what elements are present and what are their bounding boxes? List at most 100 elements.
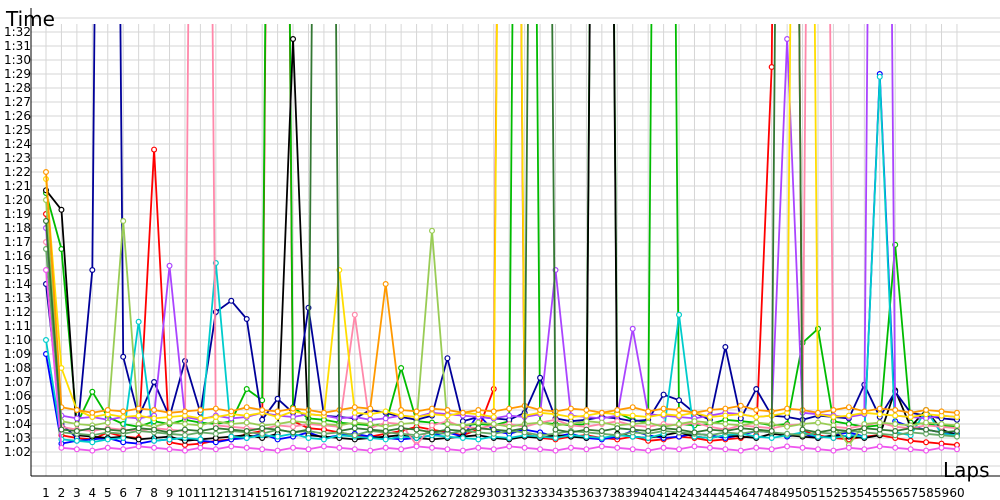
x-tick-label: 47 bbox=[749, 486, 764, 500]
data-point bbox=[398, 425, 405, 432]
data-point bbox=[212, 446, 219, 453]
data-point bbox=[706, 444, 713, 451]
x-tick-label: 40 bbox=[641, 486, 656, 500]
x-tick-label: 28 bbox=[455, 486, 470, 500]
data-point bbox=[135, 405, 142, 412]
data-point bbox=[953, 433, 960, 440]
data-point bbox=[351, 419, 358, 426]
data-point bbox=[274, 421, 281, 428]
data-point bbox=[181, 421, 188, 428]
y-tick-label: 1:09 bbox=[4, 347, 31, 361]
data-point bbox=[166, 409, 173, 416]
y-tick-label: 1:11 bbox=[4, 319, 31, 333]
data-point bbox=[722, 405, 729, 412]
data-point bbox=[598, 419, 605, 426]
data-point bbox=[676, 397, 683, 404]
series-9 bbox=[42, 197, 960, 449]
data-point bbox=[923, 439, 930, 446]
data-point bbox=[429, 227, 436, 234]
data-point bbox=[151, 444, 158, 451]
x-tick-label: 44 bbox=[702, 486, 717, 500]
x-tick-label: 26 bbox=[424, 486, 439, 500]
x-tick-label: 25 bbox=[409, 486, 424, 500]
data-point bbox=[305, 446, 312, 453]
data-point bbox=[691, 429, 698, 436]
x-tick-label: 46 bbox=[733, 486, 748, 500]
data-point bbox=[784, 443, 791, 450]
data-point bbox=[212, 414, 219, 421]
data-point bbox=[861, 425, 868, 432]
data-point bbox=[104, 436, 111, 443]
data-point bbox=[413, 414, 420, 421]
x-tick-label: 13 bbox=[224, 486, 239, 500]
x-tick-label: 3 bbox=[73, 486, 81, 500]
data-point bbox=[614, 432, 621, 439]
data-point bbox=[73, 407, 80, 414]
data-point bbox=[521, 444, 528, 451]
data-point bbox=[660, 411, 667, 418]
data-point bbox=[598, 428, 605, 435]
data-point bbox=[490, 446, 497, 453]
series-line bbox=[45, 24, 958, 446]
data-point bbox=[490, 426, 497, 433]
x-tick-label: 24 bbox=[393, 486, 408, 500]
x-tick-label: 30 bbox=[486, 486, 501, 500]
data-point bbox=[351, 446, 358, 453]
y-tick-label: 1:22 bbox=[4, 165, 31, 179]
y-tick-label: 1:30 bbox=[4, 53, 31, 67]
data-point bbox=[475, 444, 482, 451]
data-point bbox=[290, 418, 297, 425]
data-point bbox=[151, 415, 158, 422]
data-point bbox=[135, 412, 142, 419]
data-point bbox=[336, 428, 343, 435]
x-tick-label: 45 bbox=[718, 486, 733, 500]
data-point bbox=[166, 419, 173, 426]
x-tick-label: 34 bbox=[548, 486, 563, 500]
data-point bbox=[228, 443, 235, 450]
data-point bbox=[537, 407, 544, 414]
y-tick-label: 1:05 bbox=[4, 403, 31, 417]
data-point bbox=[351, 409, 358, 416]
data-point bbox=[274, 408, 281, 415]
data-point bbox=[629, 421, 636, 428]
data-point bbox=[367, 411, 374, 418]
x-axis-title: Laps bbox=[943, 458, 990, 482]
data-point bbox=[351, 404, 358, 411]
data-point bbox=[166, 446, 173, 453]
x-tick-label: 29 bbox=[471, 486, 486, 500]
data-point bbox=[444, 446, 451, 453]
data-point bbox=[953, 409, 960, 416]
data-point bbox=[89, 267, 96, 274]
x-tick-label: 2 bbox=[58, 486, 66, 500]
series-line bbox=[45, 24, 958, 442]
data-point bbox=[181, 426, 188, 433]
data-point bbox=[58, 206, 65, 213]
y-tick-label: 1:08 bbox=[4, 361, 31, 375]
data-point bbox=[706, 407, 713, 414]
data-point bbox=[228, 421, 235, 428]
data-point bbox=[567, 444, 574, 451]
x-tick-label: 27 bbox=[440, 486, 455, 500]
data-point bbox=[413, 419, 420, 426]
data-point bbox=[459, 422, 466, 429]
y-tick-label: 1:10 bbox=[4, 333, 31, 347]
data-point bbox=[753, 444, 760, 451]
x-tick-label: 16 bbox=[270, 486, 285, 500]
data-point bbox=[676, 407, 683, 414]
x-tick-label: 49 bbox=[779, 486, 794, 500]
data-point bbox=[490, 421, 497, 428]
data-point bbox=[89, 388, 96, 395]
data-point bbox=[506, 412, 513, 419]
data-point bbox=[228, 408, 235, 415]
data-point bbox=[830, 447, 837, 454]
data-point bbox=[166, 262, 173, 269]
x-tick-label: 11 bbox=[193, 486, 208, 500]
data-point bbox=[305, 426, 312, 433]
data-point bbox=[475, 436, 482, 443]
data-point bbox=[753, 419, 760, 426]
data-point bbox=[444, 426, 451, 433]
data-point bbox=[382, 281, 389, 288]
data-point bbox=[320, 430, 327, 437]
data-point bbox=[784, 405, 791, 412]
data-point bbox=[475, 425, 482, 432]
